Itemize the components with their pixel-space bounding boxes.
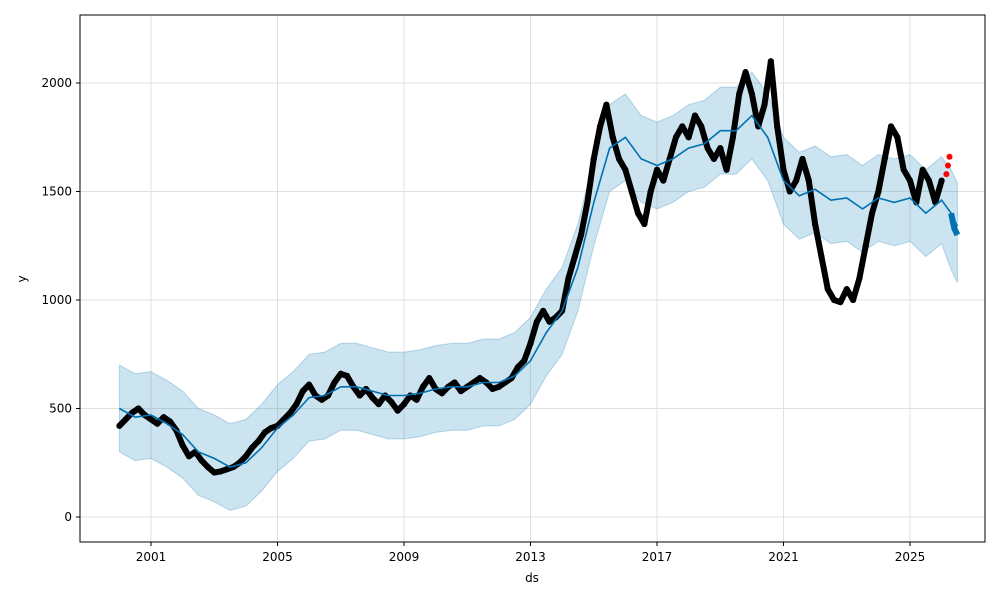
- observed-point-cluster: [850, 275, 863, 303]
- observed-point-cluster: [875, 155, 888, 195]
- observed-point-cluster: [603, 101, 616, 141]
- observed-point-cluster: [869, 188, 882, 217]
- observed-point-cluster: [805, 177, 819, 228]
- recent-observed-point: [946, 153, 953, 160]
- x-axis-ticks: 2001 2005 2009 2013 2017 2021 2025: [136, 542, 926, 564]
- y-axis-ticks: 0 500 1000 1500 2000: [41, 76, 80, 524]
- observed-point-cluster: [622, 166, 635, 195]
- observed-point-cluster: [818, 253, 831, 293]
- observed-point-cluster: [641, 188, 654, 228]
- observed-point-cluster: [660, 155, 673, 184]
- plot-frame: [79, 14, 986, 543]
- observed-point-cluster: [894, 134, 907, 173]
- x-tick-label: 2021: [768, 550, 799, 564]
- future-forecast-line: [948, 212, 961, 237]
- x-tick-label: 2005: [262, 550, 293, 564]
- x-axis-label: ds: [525, 571, 539, 585]
- uncertainty-band: [118, 71, 958, 512]
- plot-area: [80, 15, 985, 542]
- recent-observed-point: [945, 162, 951, 169]
- observed-point-cluster: [578, 199, 591, 238]
- observed-point-cluster: [767, 58, 781, 130]
- observed-point-cluster: [774, 123, 787, 173]
- observed-point-cluster: [799, 155, 812, 184]
- observed-point-cluster: [609, 134, 623, 162]
- observed-point-cluster: [571, 231, 585, 260]
- observed-point-cluster: [881, 123, 895, 162]
- observed-point-cluster: [932, 177, 945, 206]
- observed-point-cluster: [723, 134, 736, 173]
- y-tick-label: 0: [64, 510, 72, 524]
- x-tick-label: 2009: [389, 550, 420, 564]
- y-tick-label: 1500: [41, 185, 72, 199]
- observed-point-cluster: [812, 221, 825, 260]
- x-tick-label: 2001: [136, 550, 167, 564]
- recent-observed-point: [943, 171, 950, 178]
- observed-point-cluster: [590, 123, 604, 162]
- observed-point-cluster: [698, 123, 711, 152]
- observed-point-cluster: [565, 253, 578, 282]
- y-tick-label: 500: [49, 402, 72, 416]
- observed-point-cluster: [521, 340, 534, 364]
- y-axis-label: y: [15, 275, 29, 282]
- forecast-line: [119, 114, 961, 468]
- observed-point-cluster: [742, 69, 755, 97]
- observed-point-cluster: [666, 134, 679, 162]
- observed-point-cluster: [628, 188, 642, 217]
- observed-point-cluster: [559, 275, 572, 314]
- x-tick-label: 2025: [895, 550, 926, 564]
- y-tick-label: 2000: [41, 76, 72, 90]
- observed-point-cluster: [913, 166, 926, 206]
- observed-point-cluster: [856, 242, 869, 282]
- observed-point-cluster: [862, 210, 876, 249]
- x-tick-label: 2013: [515, 550, 546, 564]
- uncertainty-interval: [118, 71, 958, 512]
- yhat-line: [119, 114, 959, 468]
- observed-point-cluster: [527, 318, 540, 347]
- observed-point-cluster: [584, 155, 597, 206]
- observed-point-cluster: [755, 101, 768, 130]
- x-tick-label: 2017: [642, 550, 673, 564]
- y-tick-label: 1000: [41, 293, 72, 307]
